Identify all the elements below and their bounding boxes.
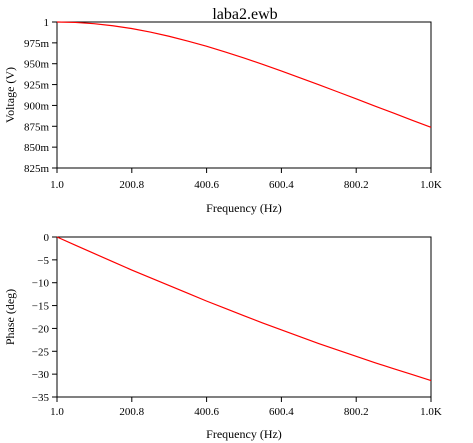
y-tick-label: 950m — [24, 59, 50, 71]
x-axis-label: Frequency (Hz) — [206, 201, 282, 215]
x-tick-label: 200.8 — [119, 179, 144, 191]
y-tick-label: 875m — [24, 121, 50, 133]
x-tick-label: 1.0K — [420, 406, 442, 418]
x-tick-label: 600.4 — [269, 179, 294, 191]
y-tick-label: −5 — [37, 255, 49, 267]
y-tick-label: 0 — [44, 232, 50, 244]
y-axis-label: Phase (deg) — [3, 289, 17, 345]
y-tick-label: 1 — [44, 17, 50, 29]
series-line-voltage — [56, 21, 432, 128]
x-tick-label: 800.2 — [344, 406, 369, 418]
y-tick-label: 975m — [24, 38, 50, 50]
y-tick-label: 925m — [24, 80, 50, 92]
y-tick-label: −15 — [32, 301, 50, 313]
y-tick-label: −35 — [32, 392, 50, 404]
x-tick-label: 200.8 — [119, 406, 144, 418]
x-tick-label: 400.6 — [194, 179, 219, 191]
y-tick-label: −30 — [32, 369, 50, 381]
chart-title: laba2.ewb — [212, 6, 277, 23]
plot-frame — [56, 21, 432, 169]
x-tick-label: 1.0K — [420, 179, 442, 191]
x-tick-label: 1.0 — [50, 179, 64, 191]
y-tick-label: 850m — [24, 142, 50, 154]
y-tick-label: 825m — [24, 163, 50, 175]
plot-frame — [56, 236, 432, 398]
x-tick-label: 800.2 — [344, 179, 369, 191]
y-tick-label: −25 — [32, 346, 50, 358]
series-line-phase — [56, 236, 432, 382]
x-tick-label: 400.6 — [194, 406, 219, 418]
x-axis-label: Frequency (Hz) — [206, 427, 282, 441]
chart-voltage: 1.0 200.8 400.6 600.4 800.2 1.0K 1 975m 950m 925m… — [3, 17, 442, 215]
y-tick-label: −10 — [32, 278, 50, 290]
y-tick-label: 900m — [24, 100, 50, 112]
y-tick-label: −20 — [32, 323, 50, 335]
chart-phase: 1.0 200.8 400.6 600.4 800.2 1.0K 0 −5 −10 −15 −20 −… — [3, 232, 442, 441]
x-tick-label: 1.0 — [50, 406, 64, 418]
x-tick-label: 600.4 — [269, 406, 294, 418]
y-axis-label: Voltage (V) — [3, 67, 17, 123]
